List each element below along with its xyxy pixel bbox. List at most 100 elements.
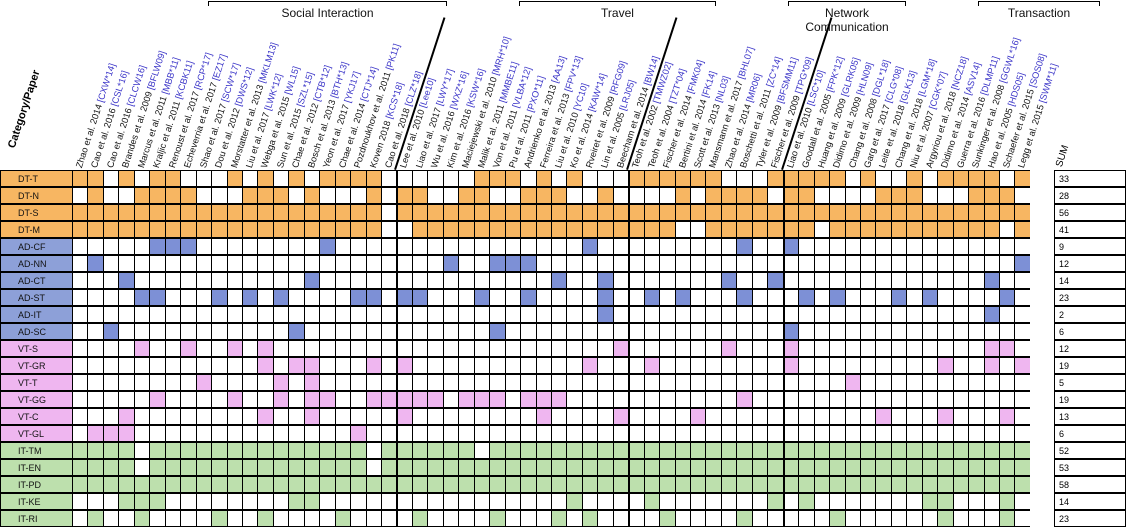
row-label: VT-S: [0, 340, 72, 357]
matrix-cell: [859, 442, 876, 459]
matrix-cell: [149, 255, 166, 272]
matrix-cell: [504, 204, 521, 221]
matrix-cell: [164, 442, 181, 459]
matrix-cell: [844, 255, 861, 272]
matrix-cell: [72, 493, 88, 510]
matrix-cell: [890, 272, 907, 289]
matrix-cell: [149, 221, 166, 238]
matrix-cell: [520, 357, 536, 374]
matrix-cell: [149, 459, 166, 476]
matrix-cell: [659, 459, 676, 476]
matrix-cell: [566, 374, 583, 391]
paper-citation: [CGK*07]: [926, 70, 949, 113]
matrix-cell: [767, 238, 784, 255]
matrix-cell: [921, 289, 938, 306]
matrix-cell: [983, 357, 1000, 374]
matrix-cell: [195, 340, 212, 357]
matrix-cell: [628, 272, 645, 289]
matrix-cell: [813, 187, 830, 204]
paper-citation: [SWM*11]: [1036, 62, 1060, 107]
matrix-cell: [720, 323, 737, 340]
matrix-cell: [906, 476, 923, 493]
matrix-cell: [690, 238, 706, 255]
matrix-cell: [705, 306, 722, 323]
matrix-cell: [288, 391, 305, 408]
matrix-cell: [489, 408, 506, 425]
matrix-cell: [705, 255, 722, 272]
matrix-cell: [365, 493, 382, 510]
matrix-cell: [720, 493, 737, 510]
matrix-cell: [659, 442, 676, 459]
matrix-cell: [844, 391, 861, 408]
matrix-cell: [659, 306, 676, 323]
matrix-cell: [118, 340, 135, 357]
matrix-cell: [288, 425, 305, 442]
matrix-cell: [442, 357, 459, 374]
matrix-cell: [535, 340, 552, 357]
matrix-cell: [690, 425, 706, 442]
matrix-cell: [767, 204, 784, 221]
matrix-cell: [272, 170, 289, 187]
matrix-cell: [550, 323, 567, 340]
paper-author: Shao et al. 2017: [197, 102, 228, 170]
matrix-cell: [350, 425, 367, 442]
matrix-cell: [736, 221, 753, 238]
matrix-cell: [350, 289, 367, 306]
matrix-cell: [798, 442, 815, 459]
matrix-cell: [736, 357, 753, 374]
matrix-cell: [813, 204, 830, 221]
matrix-cell: [767, 323, 784, 340]
matrix-cell: [1014, 289, 1031, 306]
matrix-cell: [257, 272, 274, 289]
matrix-cell: [628, 204, 645, 221]
matrix-cell: [890, 170, 907, 187]
matrix-cell: [550, 493, 567, 510]
matrix-cell: [381, 374, 397, 391]
matrix-cell: [968, 187, 985, 204]
matrix-cell: [736, 476, 753, 493]
matrix-cell: [381, 442, 397, 459]
matrix-cell: [844, 323, 861, 340]
matrix-cell: [133, 289, 150, 306]
matrix-cell: [751, 221, 768, 238]
matrix-cell: [999, 272, 1015, 289]
paper-author: Maciejewski et al. 2010: [460, 75, 500, 170]
paper-header: Guerra et al. 2016 [DLMP11]: [955, 55, 1001, 169]
matrix-cell: [118, 476, 135, 493]
matrix-cell: [118, 238, 135, 255]
matrix-cell: [520, 323, 536, 340]
matrix-cell: [952, 493, 969, 510]
matrix-cell: [581, 323, 598, 340]
matrix-cell: [782, 442, 799, 459]
matrix-cell: [550, 391, 567, 408]
matrix-cell: [999, 221, 1015, 238]
row-label: AD-CF: [0, 238, 72, 255]
matrix-cell: [211, 306, 227, 323]
matrix-cell: [489, 272, 506, 289]
matrix-cell: [720, 221, 737, 238]
matrix-cell: [164, 238, 181, 255]
matrix-cell: [829, 476, 845, 493]
matrix-cell: [195, 272, 212, 289]
paper-header: Dou et al. 2012 [DWS*12]: [213, 66, 255, 169]
matrix-cell: [875, 374, 892, 391]
paper-author: Hao et al. 2005: [985, 106, 1015, 170]
matrix-cell: [504, 255, 521, 272]
matrix-cell: [303, 187, 320, 204]
matrix-cell: [72, 204, 88, 221]
matrix-cell: [798, 459, 815, 476]
matrix-cell: [968, 306, 985, 323]
matrix-cell: [427, 187, 444, 204]
row-label: VT-C: [0, 408, 72, 425]
matrix-cell: [736, 459, 753, 476]
matrix-cell: [319, 272, 336, 289]
matrix-cell: [520, 340, 536, 357]
matrix-cell: [690, 289, 706, 306]
matrix-cell: [489, 323, 506, 340]
paper-citation: [GGWL*16]: [996, 36, 1022, 87]
matrix-cell: [751, 272, 768, 289]
matrix-cell: [257, 221, 274, 238]
paper-citation: [CSL*16]: [108, 69, 131, 110]
matrix-cell: [968, 357, 985, 374]
matrix-cell: [149, 204, 166, 221]
